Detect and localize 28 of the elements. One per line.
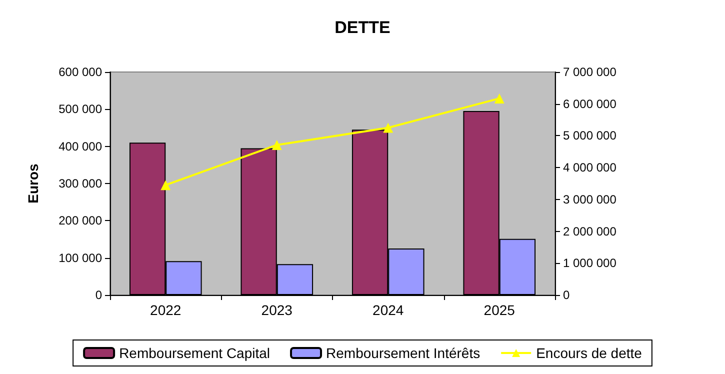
y-tick-label: 200 000 xyxy=(58,214,102,228)
legend-label: Remboursement Intérêts xyxy=(326,345,480,361)
y-tick-label: 600 000 xyxy=(58,65,102,79)
x-tick-label: 2023 xyxy=(261,302,293,318)
x-tick-label: 2025 xyxy=(484,302,516,318)
y-tick-label: 500 000 xyxy=(58,102,102,116)
y-tick-label: 400 000 xyxy=(58,139,102,154)
point xyxy=(272,140,282,150)
y-tick-label: 100 000 xyxy=(58,250,102,265)
y-tick-label: 0 xyxy=(95,288,102,302)
x-tick-label: 2024 xyxy=(372,302,404,318)
y2-tick-label: 0 xyxy=(563,288,570,302)
y2-tick-label: 2 000 000 xyxy=(563,224,617,238)
y2-tick-label: 7 000 000 xyxy=(563,65,617,79)
y2-tick-label: 6 000 000 xyxy=(563,96,617,111)
y-tick-label: 300 000 xyxy=(58,176,102,190)
y2-tick-label: 1 000 000 xyxy=(563,256,617,270)
y2-tick-label: 3 000 000 xyxy=(563,192,617,206)
legend-label: Remboursement Capital xyxy=(119,345,270,361)
point xyxy=(160,180,171,190)
legend-label: Encours de dette xyxy=(536,345,642,361)
point xyxy=(383,122,394,133)
chart-title: DETTE xyxy=(334,18,390,37)
y2-tick-label: 4 000 000 xyxy=(563,160,617,175)
point xyxy=(494,93,504,104)
y2-tick-label: 5 000 000 xyxy=(563,128,617,143)
y-axis-title: Euros xyxy=(25,163,41,204)
x-tick-label: 2022 xyxy=(150,302,182,318)
